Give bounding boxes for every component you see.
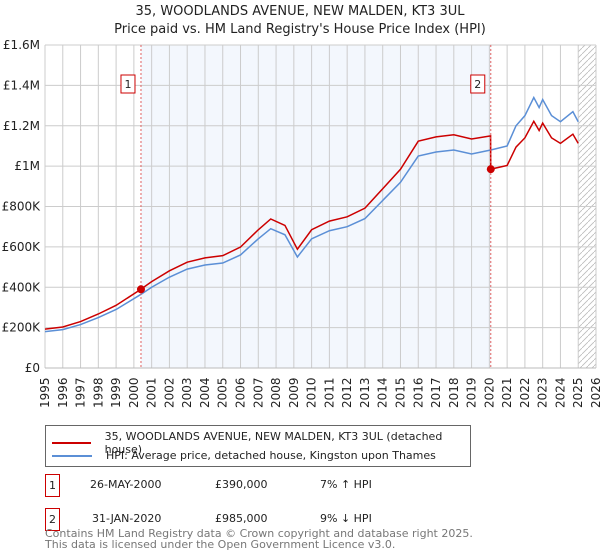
- x-tick-label: 2013: [358, 377, 372, 408]
- y-tick-label: £1.4M: [3, 78, 40, 92]
- hpi-line: [44, 95, 579, 333]
- sale-point: [486, 165, 495, 174]
- legend: 35, WOODLANDS AVENUE, NEW MALDEN, KT3 3U…: [45, 425, 471, 467]
- x-tick-label: 1995: [38, 377, 52, 408]
- x-tick-label: 1996: [56, 377, 70, 408]
- x-tick-label: 1998: [91, 377, 105, 408]
- x-tick-label: 2026: [589, 377, 600, 408]
- property-line: [44, 119, 579, 330]
- x-tick-label: 2000: [127, 377, 141, 408]
- legend-property: 35, WOODLANDS AVENUE, NEW MALDEN, KT3 3U…: [104, 430, 443, 456]
- sale-date: 31-JAN-2020: [92, 512, 162, 525]
- sale-price: £390,000: [215, 478, 268, 491]
- x-tick-label: 2018: [447, 377, 461, 408]
- x-tick-label: 2020: [482, 377, 496, 408]
- y-tick-label: £800K: [2, 200, 42, 214]
- legend-blue-swatch: [52, 454, 92, 457]
- footer: Contains HM Land Registry data © Crown c…: [45, 528, 473, 550]
- sale-date: 26-MAY-2000: [90, 478, 162, 491]
- x-tick-label: 2002: [162, 377, 176, 408]
- x-tick-label: 2009: [287, 377, 301, 408]
- sale-marker-2: 2: [45, 508, 60, 531]
- x-tick-label: 2023: [536, 377, 550, 408]
- x-tick-label: 2006: [234, 377, 248, 408]
- x-tick-label: 2007: [251, 377, 265, 408]
- x-tick-label: 2024: [553, 377, 567, 408]
- price-chart: 1995 1996 1997 1998 1999 2000 2001 2002 2003 2004…: [2, 38, 600, 408]
- x-tick-label: 2021: [500, 377, 514, 408]
- legend-red-swatch: [52, 442, 91, 444]
- x-tick-label: 2010: [305, 377, 319, 408]
- sale-price: £985,000: [215, 512, 268, 525]
- sale-marker-label: 1: [124, 78, 131, 91]
- x-tick-label: 1999: [109, 377, 123, 408]
- chart-subtitle: Price paid vs. HM Land Registry's House …: [114, 22, 486, 37]
- x-tick-label: 2017: [429, 377, 443, 408]
- y-tick-label: £1.2M: [3, 119, 40, 133]
- x-tick-label: 2019: [465, 377, 479, 408]
- sale-point: [136, 285, 145, 294]
- legend-hpi: HPI: Average price, detached house, King…: [106, 449, 436, 462]
- x-tick-label: 2016: [411, 377, 425, 408]
- x-tick-label: 2022: [518, 377, 532, 408]
- x-tick-label: 2014: [376, 377, 390, 408]
- x-tick-label: 2005: [216, 377, 230, 408]
- sale-marker-1: 1: [45, 474, 60, 497]
- sale-hpi-diff: 7% ↑ HPI: [320, 478, 372, 491]
- x-tick-label: 2008: [269, 377, 283, 408]
- y-tick-label: £1M: [14, 159, 40, 173]
- footer-line: Contains HM Land Registry data © Crown c…: [45, 527, 473, 540]
- sale-marker-box: [120, 74, 136, 94]
- y-tick-label: £0: [25, 361, 40, 375]
- sale-hpi-diff: 9% ↓ HPI: [320, 512, 372, 525]
- x-tick-label: 1997: [74, 377, 88, 408]
- x-tick-label: 2001: [145, 377, 159, 408]
- x-tick-label: 2015: [393, 377, 407, 408]
- x-tick-label: 2011: [322, 377, 336, 408]
- y-tick-label: £400K: [2, 280, 42, 294]
- sale-marker-box: [470, 74, 486, 94]
- x-tick-label: 2012: [340, 377, 354, 408]
- footer-line: This data is licensed under the Open Gov…: [45, 538, 396, 551]
- sale-marker-label: 2: [474, 78, 481, 91]
- y-tick-label: £1.6M: [3, 38, 40, 52]
- chart-title: 35, WOODLANDS AVENUE, NEW MALDEN, KT3 3U…: [135, 4, 465, 19]
- x-tick-label: 2025: [571, 377, 585, 408]
- x-tick-label: 2003: [180, 377, 194, 408]
- y-tick-label: £200K: [2, 321, 42, 335]
- x-tick-label: 2004: [198, 377, 212, 408]
- y-tick-label: £600K: [2, 240, 42, 254]
